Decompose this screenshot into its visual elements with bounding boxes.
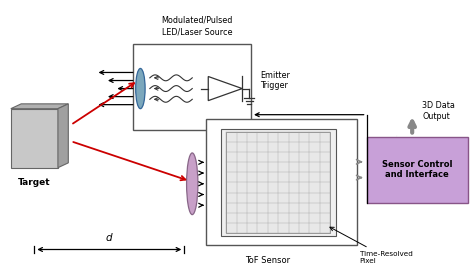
Text: Modulated/Pulsed
LED/Laser Source: Modulated/Pulsed LED/Laser Source [161,15,233,36]
Text: d: d [106,233,113,243]
Bar [366,137,468,202]
Text: ToF Sensor: ToF Sensor [245,256,290,265]
Polygon shape [11,104,68,109]
Bar [206,120,357,246]
Polygon shape [58,104,68,168]
Bar [11,109,58,168]
Text: 3D Data
Output: 3D Data Output [422,101,455,121]
Text: Time-Resolved
Pixel: Time-Resolved Pixel [330,227,412,264]
Ellipse shape [187,153,198,215]
Bar [226,132,330,233]
Ellipse shape [136,69,145,109]
Text: Target: Target [18,178,51,188]
Bar [220,129,336,236]
Text: Sensor Control
and Interface: Sensor Control and Interface [382,160,453,179]
Text: Emitter
Trigger: Emitter Trigger [261,71,291,90]
Bar [133,44,251,130]
